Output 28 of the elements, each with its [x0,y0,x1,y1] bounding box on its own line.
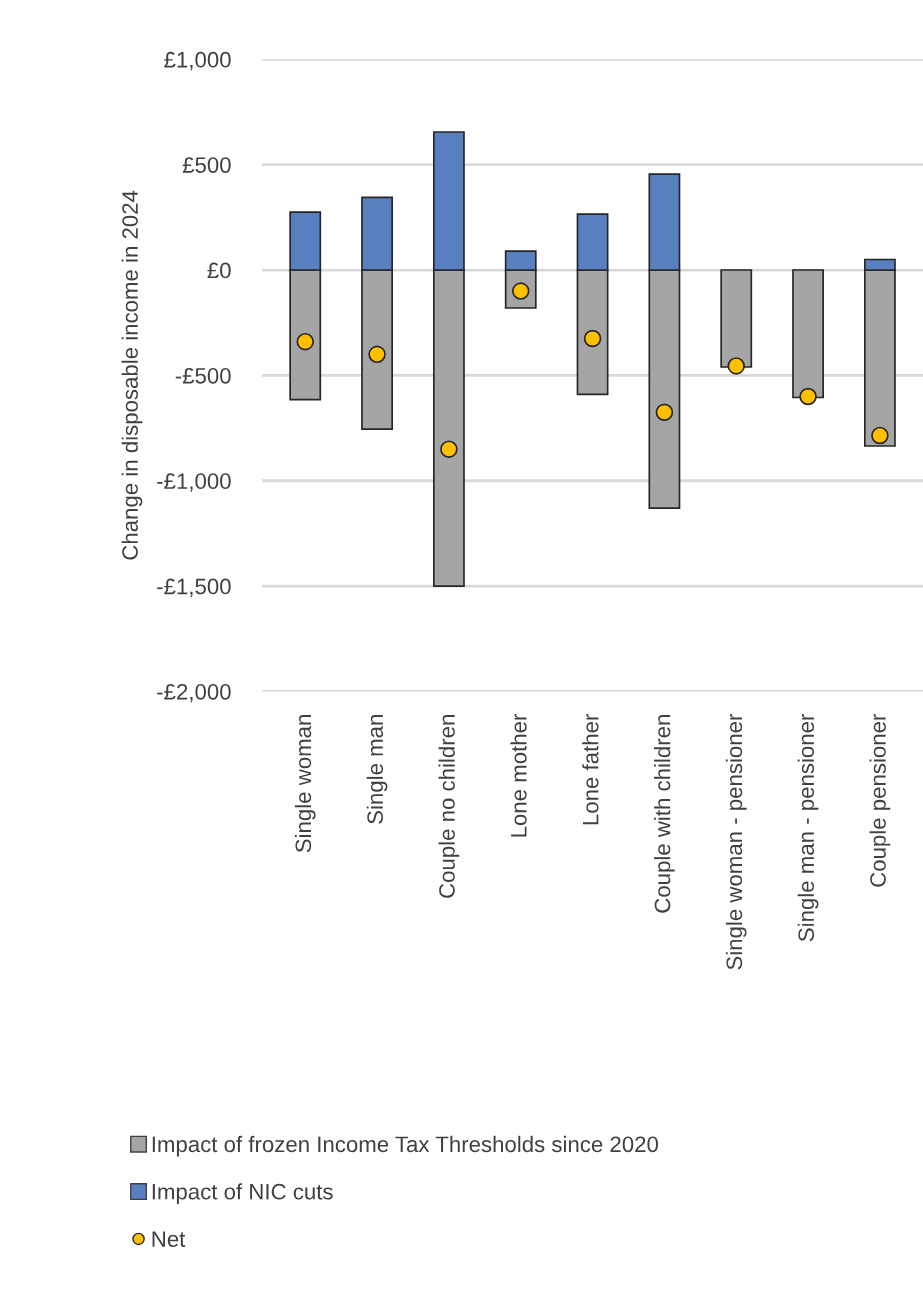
y-tick-label: £1,000 [164,51,231,71]
point [296,332,314,351]
y-tick-label: -£500 [175,367,231,384]
x-tick-label: Single woman - pensioner [725,714,747,970]
legend-label: Impact of frozen Income Tax Thresholds since 2020 [152,1135,658,1157]
point [655,403,674,422]
y-tick-label: -£1,500 [157,578,231,597]
x-tick-label: Single woman [294,715,316,853]
x-tick-label: Couple no children [438,715,460,898]
x-tick-label: Lone mother [510,714,527,837]
point [799,387,817,406]
point [440,440,458,458]
x-tick-label: Lone father [582,714,599,825]
legend-label: Net [152,1231,186,1247]
y-tick-label: £500 [182,157,231,173]
x-tick-label: Couple pensioner [869,714,891,887]
point [871,426,889,445]
y-axis-title: Change in disposable income in 2024 [121,190,143,560]
point [727,357,745,375]
point [368,345,386,364]
x-tick-label: Single man [366,715,388,824]
x-tick-label: Couple with children [654,715,675,913]
y-tick-label: £0 [207,262,231,279]
y-tick-label: -£1,000 [157,473,231,492]
point [583,329,602,348]
y-tick-label: -£2,000 [157,683,231,703]
legend-label: Impact of NIC cuts [152,1183,333,1204]
x-tick-label: Single man - pensioner [797,714,819,942]
